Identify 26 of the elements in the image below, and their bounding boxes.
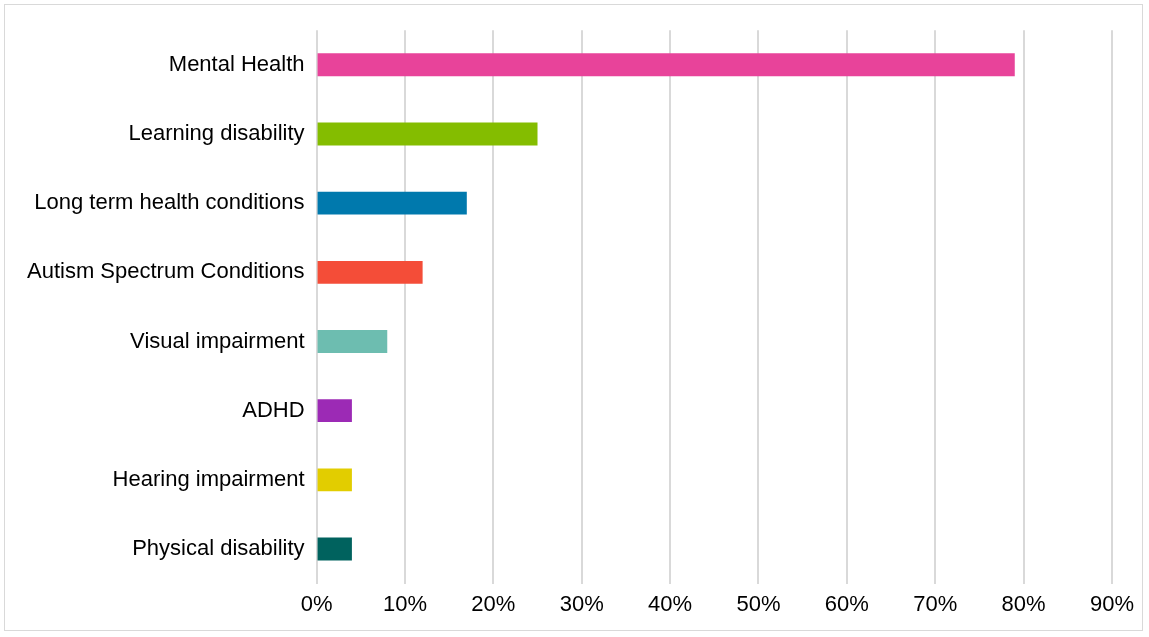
bar <box>317 537 352 561</box>
y-tick-label: Mental Health <box>168 50 305 76</box>
y-tick-label: Autism Spectrum Conditions <box>26 258 305 284</box>
x-tick-label: 10% <box>382 590 427 616</box>
x-tick-label: 40% <box>648 590 693 616</box>
y-tick-label: Learning disability <box>128 120 305 146</box>
bar <box>317 53 1015 77</box>
bar <box>317 330 388 353</box>
bar <box>317 191 467 215</box>
x-tick-label: 70% <box>913 590 958 616</box>
bar <box>317 399 352 423</box>
x-tick-label: 20% <box>471 590 516 616</box>
y-tick-label: Physical disability <box>132 535 305 561</box>
x-tick-label: 0% <box>300 590 333 616</box>
x-tick-label: 90% <box>1089 590 1135 616</box>
x-tick-label: 80% <box>1001 590 1046 616</box>
bar <box>317 122 538 146</box>
y-tick-label: ADHD <box>242 396 305 422</box>
x-tick-label: 50% <box>736 590 781 616</box>
y-tick-label: Hearing impairment <box>112 465 305 491</box>
x-tick-label: 60% <box>824 590 869 616</box>
y-tick-label: Visual impairment <box>130 327 305 353</box>
bar <box>317 260 423 284</box>
bar <box>317 468 352 492</box>
y-tick-label: Long term health conditions <box>34 189 305 215</box>
x-tick-label: 30% <box>559 590 604 616</box>
